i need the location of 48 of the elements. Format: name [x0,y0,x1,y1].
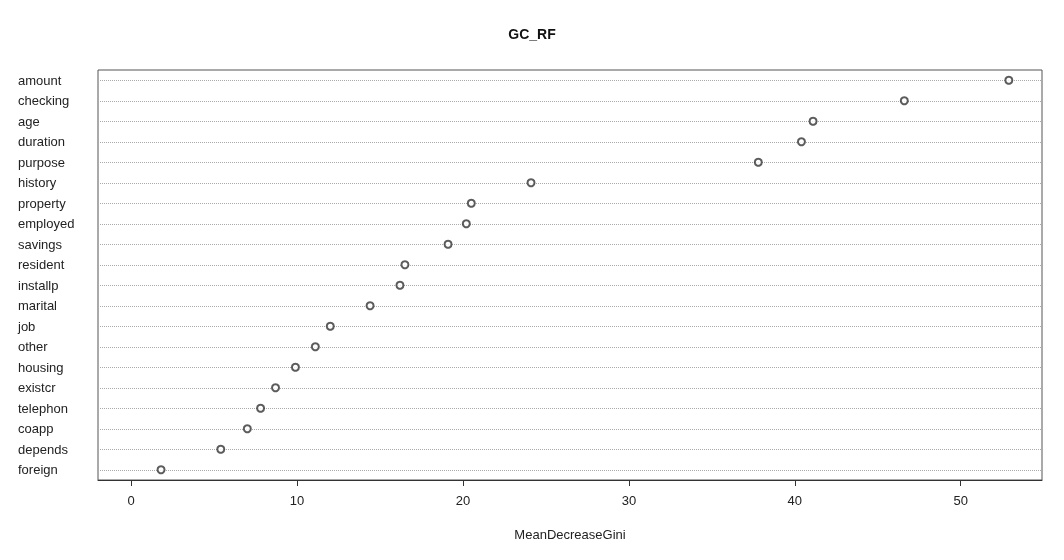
point [156,465,166,475]
y-tick-label: employed [18,216,75,232]
y-tick-label: savings [18,236,63,252]
y-tick-label: existcr [18,380,57,396]
y-tick-label: foreign [18,462,58,478]
point [400,260,410,270]
point [899,96,909,106]
y-tick-label: installp [18,277,59,293]
point [808,116,818,126]
y-tick-label: housing [18,359,64,375]
y-tick-label: telephon [18,400,68,416]
chart-title: GC_RF [508,26,557,42]
x-tick-label: 20 [455,493,471,508]
y-tick-label: job [17,318,36,334]
x-tick-label: 50 [953,493,968,508]
x-tick-label: 40 [787,493,803,508]
x-tick-label: 0 [127,493,135,508]
point [310,342,320,352]
point [325,321,335,331]
y-tick-label: property [18,195,67,211]
y-tick-label: amount [18,72,62,88]
point [443,239,453,249]
y-tick-label: history [18,175,57,191]
x-tick-label: 10 [289,493,305,508]
x-axis-title: MeanDecreaseGini [514,527,626,542]
point [365,301,375,311]
point [461,219,471,229]
y-tick-label: age [18,113,40,129]
point [796,137,806,147]
point [1004,75,1014,85]
point [271,383,281,393]
y-tick-label: resident [18,257,65,273]
point [290,362,300,372]
point [256,403,266,413]
point [526,178,536,188]
x-tick-label: 30 [621,493,637,508]
y-tick-label: other [18,339,49,355]
y-tick-label: depends [18,441,69,457]
point [242,424,252,434]
y-tick-label: coapp [18,421,54,437]
point [216,444,226,454]
y-tick-label: purpose [18,154,65,170]
y-tick-label: marital [18,298,58,314]
y-tick-label: duration [18,134,65,150]
point [466,198,476,208]
point [395,280,405,290]
y-tick-label: checking [18,93,70,109]
point [753,157,763,167]
